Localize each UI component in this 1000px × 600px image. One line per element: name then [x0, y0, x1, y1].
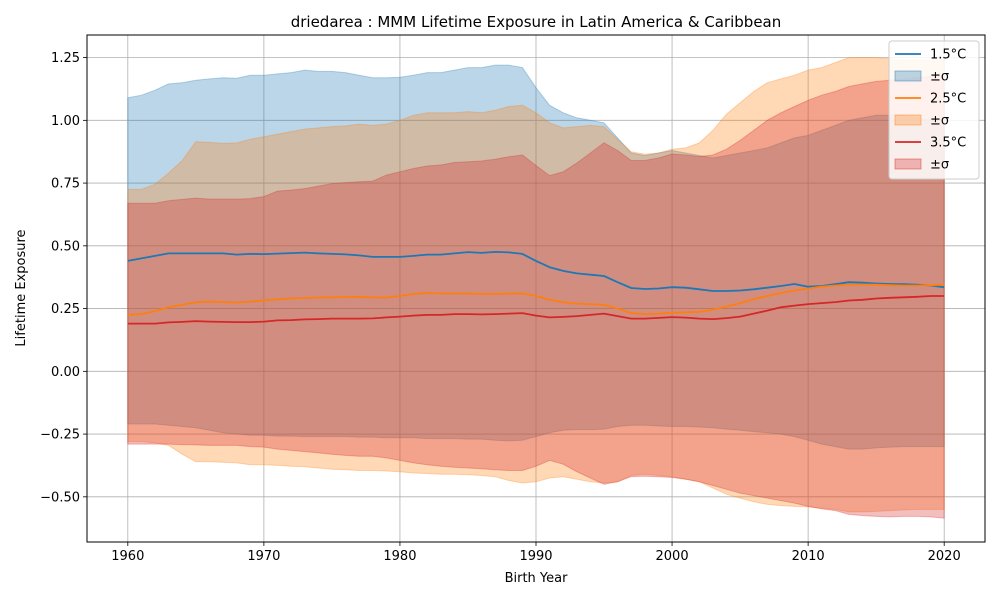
x-tick-label: 2010	[792, 549, 825, 564]
legend-band-label: ±σ	[930, 158, 949, 173]
y-axis-label: Lifetime Exposure	[14, 229, 29, 346]
x-tick-label: 1980	[383, 549, 416, 564]
legend-series-label: 1.5°C	[930, 48, 966, 63]
x-axis-label: Birth Year	[505, 571, 569, 586]
x-axis-ticks: 1960 1970 1980 1990 2000 2010 2020	[111, 542, 961, 564]
band-2	[127, 57, 945, 513]
y-tick-label: 1.25	[51, 51, 80, 66]
line-series-1	[127, 250, 945, 292]
legend-band-swatch	[894, 70, 922, 82]
y-tick-label: −0.50	[40, 490, 80, 505]
legend-series-label: 2.5°C	[930, 92, 966, 107]
legend-band-label: ±σ	[930, 114, 949, 129]
line-series-2	[127, 283, 945, 316]
error-bands	[127, 57, 945, 519]
legend-series-label: 3.5°C	[930, 136, 966, 151]
legend-band-swatch	[894, 114, 922, 126]
y-tick-label: 0.25	[51, 302, 80, 317]
y-tick-label: 1.00	[51, 114, 80, 129]
y-tick-label: 0.50	[51, 239, 80, 254]
legend-band-label: ±σ	[930, 70, 949, 85]
x-tick-label: 2000	[656, 549, 689, 564]
x-tick-label: 1970	[247, 549, 280, 564]
x-tick-label: 1960	[111, 549, 144, 564]
gridlines	[87, 35, 985, 542]
series-lines	[127, 250, 945, 325]
y-tick-label: −0.25	[40, 428, 80, 443]
legend: 1.5°C ±σ 2.5°C ±σ 3.5°C ±σ	[888, 40, 980, 180]
y-tick-label: 0.75	[51, 177, 80, 192]
y-axis-ticks: −0.50 −0.25 0.00 0.25 0.50 0.75 1.00 1.25	[40, 51, 87, 505]
band-1	[127, 64, 945, 450]
x-tick-label: 1990	[519, 549, 552, 564]
line-series-3	[127, 295, 945, 325]
band-3	[127, 75, 945, 519]
x-tick-label: 2020	[928, 549, 961, 564]
chart-title: driedarea : MMM Lifetime Exposure in Lat…	[291, 13, 782, 31]
legend-band-swatch	[894, 158, 922, 170]
y-tick-label: 0.00	[51, 365, 80, 380]
legend-box	[888, 40, 980, 180]
